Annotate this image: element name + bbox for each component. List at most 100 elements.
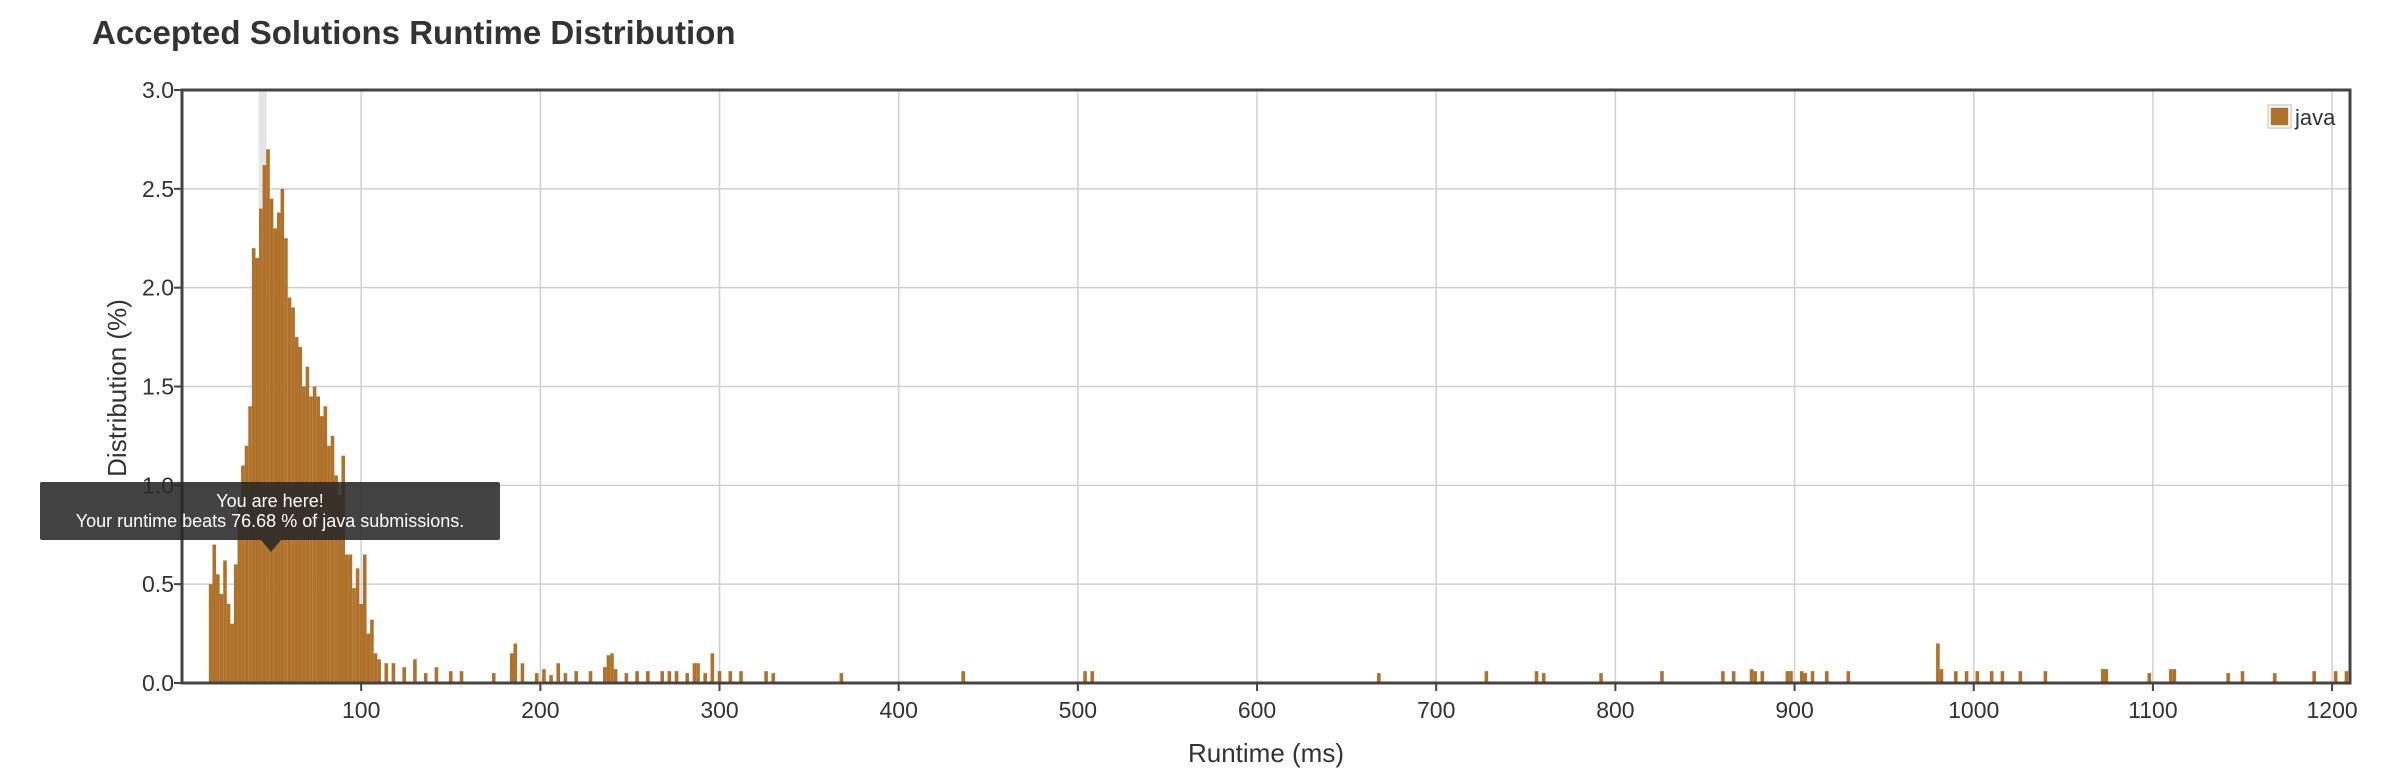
bar[interactable] [542, 669, 546, 683]
bar[interactable] [1534, 671, 1539, 683]
bar[interactable] [251, 248, 256, 683]
bar[interactable] [603, 667, 607, 683]
bar[interactable] [674, 671, 679, 683]
bar[interactable] [839, 673, 844, 683]
bar[interactable] [1731, 671, 1736, 683]
bar[interactable] [1721, 671, 1725, 683]
bar[interactable] [2169, 669, 2173, 683]
bar[interactable] [269, 198, 274, 683]
bar[interactable] [373, 653, 378, 683]
bar[interactable] [259, 208, 263, 683]
bar[interactable] [384, 663, 389, 683]
bar[interactable] [1785, 671, 1790, 683]
bar[interactable] [1939, 669, 1944, 683]
bar[interactable] [2018, 671, 2023, 683]
bar[interactable] [2100, 669, 2105, 683]
bar[interactable] [1803, 673, 1808, 683]
bar[interactable] [1753, 671, 1757, 683]
bar[interactable] [280, 188, 285, 684]
bar[interactable] [402, 667, 406, 683]
bar[interactable] [588, 671, 593, 683]
bar[interactable] [216, 574, 220, 683]
bar[interactable] [961, 671, 965, 683]
bar[interactable] [459, 671, 464, 683]
bar[interactable] [667, 671, 672, 683]
bar[interactable] [2344, 671, 2349, 683]
bar[interactable] [2172, 669, 2177, 683]
bar[interactable] [319, 416, 324, 683]
bar[interactable] [1810, 671, 1815, 683]
bar[interactable] [330, 435, 335, 683]
bar[interactable] [1660, 671, 1664, 683]
bar[interactable] [337, 495, 342, 683]
bar[interactable] [2226, 673, 2230, 683]
bar[interactable] [1789, 671, 1793, 683]
bar[interactable] [212, 544, 217, 683]
bar[interactable] [377, 659, 381, 683]
bar[interactable] [448, 671, 453, 683]
bar[interactable] [219, 594, 224, 683]
bar[interactable] [2147, 673, 2152, 683]
bar[interactable] [610, 653, 614, 683]
bar[interactable] [660, 671, 664, 683]
bar[interactable] [327, 445, 331, 683]
bar[interactable] [366, 633, 371, 683]
bar[interactable] [348, 554, 353, 683]
bar[interactable] [728, 671, 733, 683]
bar[interactable] [739, 671, 743, 683]
bar[interactable] [2272, 673, 2277, 683]
bar[interactable] [276, 212, 281, 683]
bar[interactable] [355, 568, 360, 683]
bar[interactable] [1964, 671, 1969, 683]
bar[interactable] [226, 603, 231, 683]
bar[interactable] [556, 663, 561, 683]
bar[interactable] [434, 667, 439, 683]
bar[interactable] [1799, 671, 1804, 683]
bar[interactable] [2333, 671, 2338, 683]
bar[interactable] [635, 671, 639, 683]
bar[interactable] [2312, 671, 2316, 683]
bar[interactable] [613, 669, 618, 683]
bar[interactable] [334, 475, 338, 683]
bar[interactable] [1760, 671, 1765, 683]
bar[interactable] [534, 673, 539, 683]
bar[interactable] [423, 673, 428, 683]
bar[interactable] [491, 673, 496, 683]
bar[interactable] [2240, 671, 2245, 683]
bar[interactable] [1846, 671, 1851, 683]
bar[interactable] [1825, 671, 1829, 683]
bar[interactable] [413, 659, 417, 683]
bar[interactable] [710, 653, 715, 683]
bar[interactable] [1975, 671, 1980, 683]
bar[interactable] [646, 671, 650, 683]
bar[interactable] [692, 663, 697, 683]
bar[interactable] [624, 673, 629, 683]
bar[interactable] [345, 554, 349, 683]
bar[interactable] [764, 671, 768, 683]
bar[interactable] [223, 560, 227, 683]
bar[interactable] [1599, 673, 1603, 683]
bar[interactable] [244, 445, 249, 683]
bar[interactable] [362, 554, 367, 683]
bar[interactable] [2000, 671, 2005, 683]
bar[interactable] [2043, 671, 2048, 683]
bar[interactable] [1936, 643, 1940, 683]
bar[interactable] [563, 673, 568, 683]
bar[interactable] [717, 671, 722, 683]
bar[interactable] [509, 653, 514, 683]
bar[interactable] [273, 228, 277, 683]
bar[interactable] [266, 149, 270, 684]
bar[interactable] [1749, 669, 1754, 683]
bar[interactable] [241, 465, 245, 683]
bar[interactable] [703, 673, 707, 683]
bar[interactable] [233, 564, 238, 683]
bar[interactable] [370, 619, 374, 683]
bar[interactable] [341, 455, 346, 683]
bar[interactable] [262, 165, 267, 683]
bar[interactable] [1377, 673, 1381, 683]
bar[interactable] [359, 603, 363, 683]
legend[interactable]: java [2267, 104, 2336, 130]
bar[interactable] [771, 673, 776, 683]
bar[interactable] [2104, 669, 2109, 683]
bar[interactable] [230, 623, 234, 683]
